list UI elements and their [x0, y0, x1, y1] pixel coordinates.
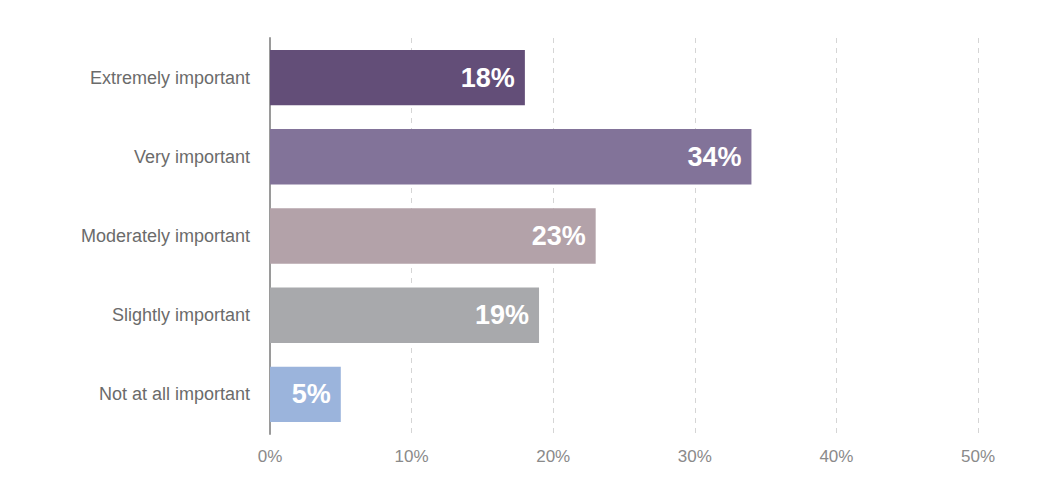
svg-text:Extremely important: Extremely important	[90, 68, 250, 88]
svg-text:Very important: Very important	[134, 147, 250, 167]
svg-text:50%: 50%	[961, 447, 995, 466]
svg-text:40%: 40%	[819, 447, 853, 466]
svg-text:Slightly important: Slightly important	[112, 305, 250, 325]
svg-text:Moderately important: Moderately important	[81, 226, 250, 246]
svg-text:34%: 34%	[687, 142, 741, 172]
svg-text:10%: 10%	[395, 447, 429, 466]
svg-text:30%: 30%	[678, 447, 712, 466]
svg-text:19%: 19%	[475, 300, 529, 330]
svg-text:0%: 0%	[258, 447, 283, 466]
svg-text:18%: 18%	[461, 63, 515, 93]
svg-text:20%: 20%	[536, 447, 570, 466]
svg-text:23%: 23%	[532, 221, 586, 251]
svg-text:5%: 5%	[292, 379, 331, 409]
svg-text:Not at all important: Not at all important	[99, 384, 250, 404]
